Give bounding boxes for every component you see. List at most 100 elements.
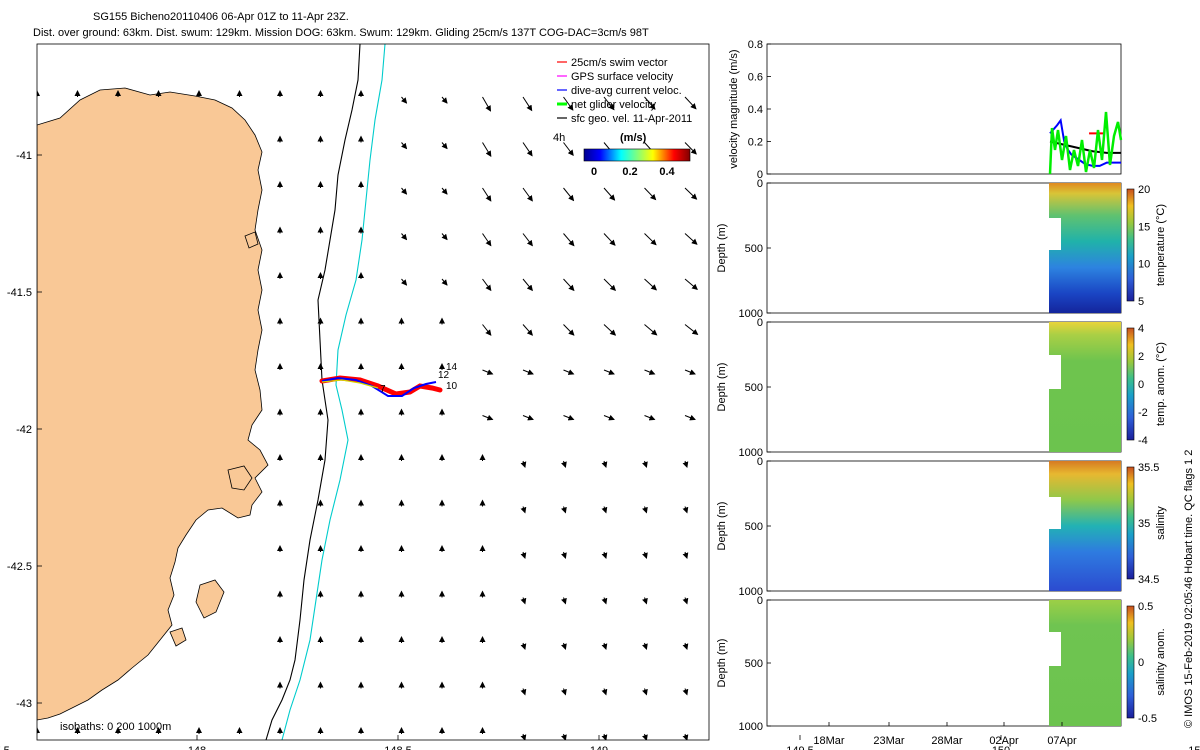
map-x-tick-label: 149.5 bbox=[786, 745, 814, 750]
island bbox=[227, 465, 253, 491]
legend-label: 25cm/s swim vector bbox=[571, 57, 668, 69]
island bbox=[244, 231, 259, 249]
velocity-arrow bbox=[642, 642, 648, 650]
velocity-arrow bbox=[400, 278, 408, 286]
colorbar-label: salinity bbox=[1155, 506, 1167, 540]
map-x-tick-label: 148 bbox=[188, 745, 206, 750]
panel-y-tick-label: 1000 bbox=[739, 721, 763, 733]
velocity-arrow bbox=[441, 187, 448, 195]
velocity-arrow bbox=[522, 324, 533, 336]
velocity-arrow bbox=[644, 96, 656, 110]
map-y-tick-label: -41 bbox=[16, 150, 32, 162]
panel-x-tick-label: 28Mar bbox=[931, 735, 963, 747]
velocity-arrow bbox=[563, 233, 575, 247]
velocity-arrow bbox=[684, 187, 698, 200]
velocity-arrow bbox=[682, 551, 689, 559]
velocity-arrow bbox=[563, 369, 575, 375]
panel-y-tick-label: 0.6 bbox=[748, 72, 763, 84]
velocity-arrow bbox=[520, 733, 527, 740]
velocity-arrow bbox=[441, 96, 448, 104]
velocity-arrow bbox=[520, 460, 527, 468]
velocity-arrow bbox=[603, 414, 615, 421]
data-gap bbox=[1049, 218, 1061, 250]
velocity-arrow bbox=[682, 642, 689, 650]
colorbar-tick-label: 0 bbox=[1138, 379, 1144, 391]
track-label-7: 7 bbox=[380, 384, 386, 395]
velocity-arrow bbox=[682, 733, 689, 740]
panel-y-tick-label: 0.2 bbox=[748, 137, 763, 149]
velocity-arrow bbox=[400, 142, 408, 150]
track-label-14: 14 bbox=[446, 362, 458, 373]
glider-track bbox=[319, 375, 443, 397]
colorbar-label: salinity anom. bbox=[1155, 628, 1167, 695]
velocity-arrow bbox=[601, 551, 608, 559]
panel-y-label: Depth (m) bbox=[716, 363, 728, 412]
colorbar-tick: 0.2 bbox=[622, 166, 637, 178]
colorbar-label: temperature (°C) bbox=[1155, 204, 1167, 286]
velocity-arrow bbox=[644, 187, 657, 201]
velocity-arrow-field bbox=[37, 90, 699, 740]
track-yellow bbox=[321, 379, 379, 389]
velocity-arrow bbox=[682, 688, 689, 696]
panel-y-tick-label: 0 bbox=[757, 317, 763, 329]
velocity-arrow bbox=[400, 187, 408, 195]
velocity-arrow bbox=[563, 142, 574, 157]
figure-title: SG155 Bicheno20110406 06-Apr 01Z to 11-A… bbox=[93, 11, 349, 23]
track-blue bbox=[321, 376, 437, 397]
velocity-arrow bbox=[642, 597, 648, 605]
panel-y-tick-label: 500 bbox=[745, 243, 763, 255]
panel-y-label: Depth (m) bbox=[716, 502, 728, 551]
velocity-arrow bbox=[561, 551, 567, 559]
velocity-arrow bbox=[482, 324, 492, 336]
velocity-arrow bbox=[601, 460, 608, 468]
velocity-arrow bbox=[684, 96, 697, 110]
map-x-tick-label: 150.5 bbox=[1188, 745, 1200, 750]
track-label-12: 12 bbox=[438, 370, 450, 381]
velocity-arrow bbox=[601, 506, 608, 514]
isobaths-label: isobaths: 0 200 1000m bbox=[60, 721, 171, 733]
velocity-arrow bbox=[400, 96, 408, 104]
legend-extra: 4h bbox=[553, 132, 565, 144]
panel-y-tick-label: 1000 bbox=[739, 447, 763, 459]
panel-y-tick-label: 1000 bbox=[739, 308, 763, 320]
velocity-arrow bbox=[644, 324, 658, 336]
velocity-arrow bbox=[522, 414, 534, 421]
velocity-arrow bbox=[561, 688, 567, 696]
temp-anomaly-colorbar bbox=[1126, 327, 1135, 441]
map-x-tick-label: 149 bbox=[590, 745, 608, 750]
colorbar-tick-label: 35.5 bbox=[1138, 462, 1159, 474]
panel-x-tick-label: 02Apr bbox=[989, 735, 1019, 747]
velocity-arrow bbox=[482, 233, 492, 247]
colorbar-tick-label: -2 bbox=[1138, 407, 1148, 419]
colorbar-title: (m/s) bbox=[620, 132, 647, 144]
colorbar-tick: 0 bbox=[591, 166, 597, 178]
salinity-colorbar bbox=[1126, 466, 1135, 580]
colorbar-tick-label: 35 bbox=[1138, 518, 1150, 530]
velocity-arrow bbox=[482, 187, 492, 202]
map-legend: 25cm/s swim vector GPS surface velocity di… bbox=[553, 57, 692, 178]
panel-y-tick-label: 500 bbox=[745, 382, 763, 394]
speed-colorbar bbox=[583, 148, 691, 162]
velocity-arrow bbox=[561, 460, 567, 468]
velocity-arrow bbox=[522, 278, 533, 292]
velocity-arrow bbox=[520, 688, 527, 696]
temperature-colorbar bbox=[1126, 188, 1135, 302]
panel-y-label: velocity magnitude (m/s) bbox=[728, 49, 740, 168]
velocity-arrow bbox=[482, 369, 494, 375]
land-mass bbox=[37, 87, 269, 721]
velocity-arrow bbox=[563, 324, 575, 336]
map-y-tick-label: -42 bbox=[16, 424, 32, 436]
velocity-arrow bbox=[603, 187, 616, 201]
colorbar-tick-label: 0 bbox=[1138, 657, 1144, 669]
colorbar-tick-label: 0.5 bbox=[1138, 601, 1153, 613]
track-label-10: 10 bbox=[446, 381, 458, 392]
panel-x-tick-label: 07Apr bbox=[1047, 735, 1077, 747]
velocity-arrow bbox=[561, 642, 567, 650]
velocity-arrow bbox=[601, 688, 608, 696]
colorbar-tick: 0.4 bbox=[659, 166, 675, 178]
velocity-arrow bbox=[603, 233, 616, 246]
velocity-arrow bbox=[482, 278, 492, 292]
velocity-arrow bbox=[603, 369, 615, 375]
